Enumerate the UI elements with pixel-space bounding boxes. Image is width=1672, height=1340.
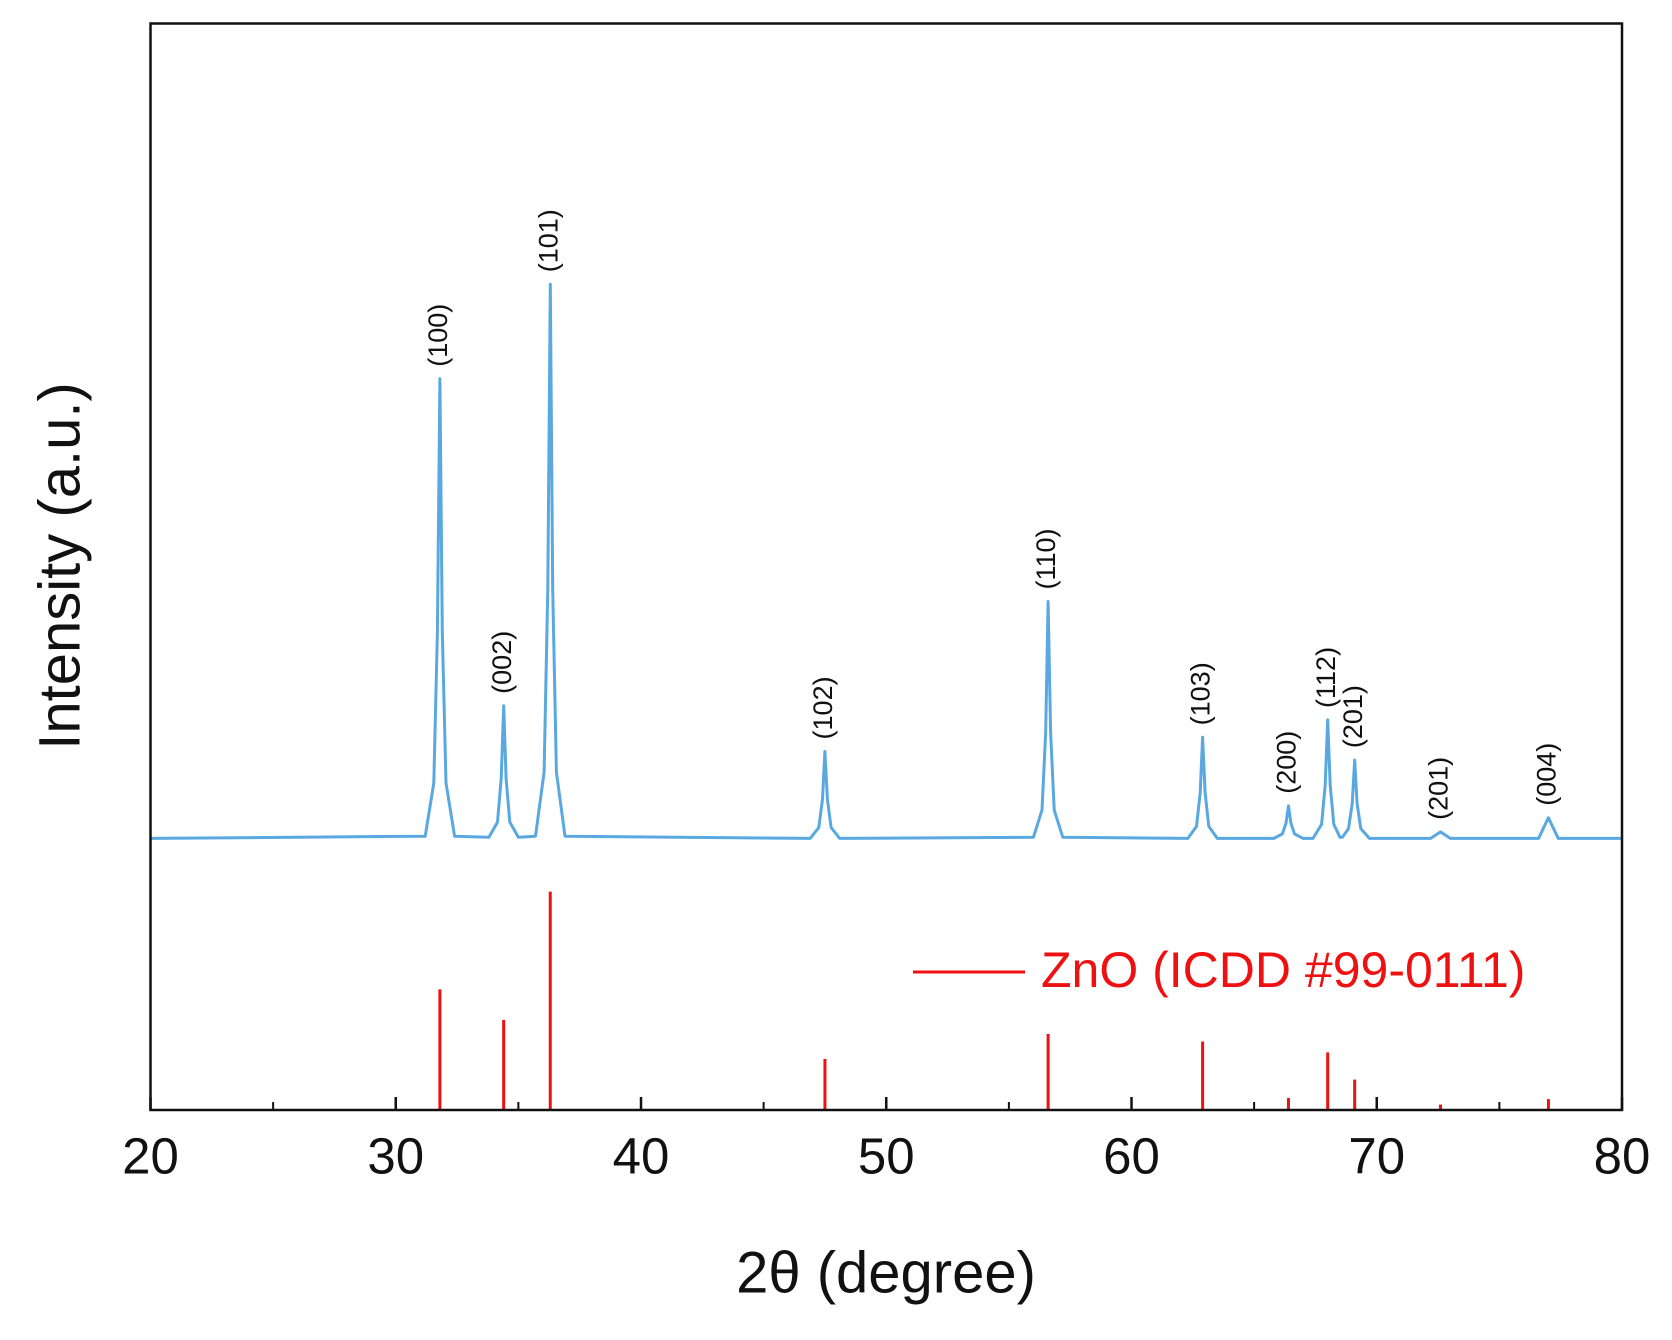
x-tick-label: 30 <box>367 1127 424 1184</box>
peak-label: (201) <box>1338 685 1368 748</box>
peak-label: (112) <box>1311 647 1341 708</box>
peak-label: (100) <box>423 304 453 367</box>
peak-label: (002) <box>487 631 517 694</box>
plot-frame <box>149 22 1624 1112</box>
x-tick-label: 20 <box>122 1127 179 1184</box>
y-axis-title: Intensity (a.u.) <box>27 382 92 749</box>
peak-label: (102) <box>808 676 838 739</box>
peak-label: (200) <box>1272 731 1302 794</box>
peak-label: (004) <box>1532 743 1562 806</box>
peak-label: (101) <box>533 209 563 272</box>
x-tick-label: 60 <box>1103 1127 1160 1184</box>
x-axis-title: 2θ (degree) <box>736 1240 1036 1305</box>
peak-label: (103) <box>1186 662 1216 725</box>
xrd-pattern <box>150 282 1622 840</box>
peak-label: (110) <box>1031 528 1061 589</box>
peak-label: (201) <box>1424 757 1454 820</box>
legend-label: ZnO (ICDD #99-0111) <box>1041 942 1525 998</box>
x-tick-label: 40 <box>613 1127 670 1184</box>
x-tick-label: 80 <box>1594 1127 1651 1184</box>
x-tick-label: 70 <box>1348 1127 1405 1184</box>
x-tick-label: 50 <box>858 1127 915 1184</box>
